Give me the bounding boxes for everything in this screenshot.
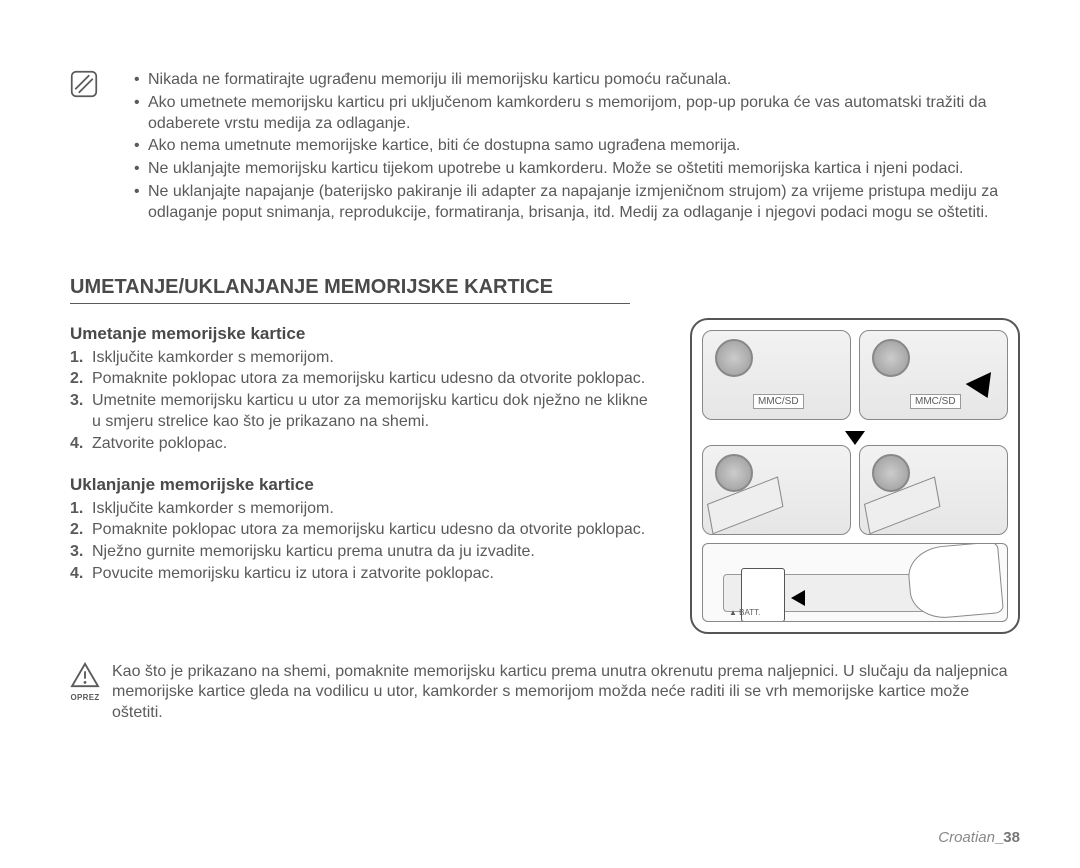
note-item: Ne uklanjajte memorijsku karticu tijekom… bbox=[134, 159, 1020, 180]
step-item: 2.Pomaknite poklopac utora za memorijsku… bbox=[92, 520, 660, 541]
camcorder-panel-1: MMC/SD bbox=[702, 330, 851, 420]
slot-label: MMC/SD bbox=[910, 394, 961, 409]
note-icon bbox=[70, 70, 98, 226]
diagram-box: MMC/SD MMC/SD bbox=[690, 318, 1020, 634]
camcorder-panel-3 bbox=[702, 445, 851, 535]
down-arrow-row bbox=[702, 428, 1008, 437]
remove-heading: Uklanjanje memorijske kartice bbox=[70, 475, 660, 495]
step-item: 3.Umetnite memorijsku karticu u utor za … bbox=[92, 391, 660, 433]
step-item: 4.Zatvorite poklopac. bbox=[92, 434, 660, 455]
note-item: Ne uklanjajte napajanje (baterijsko paki… bbox=[134, 182, 1020, 224]
note-item: Ako umetnete memorijsku karticu pri uklj… bbox=[134, 93, 1020, 135]
footer-language: Croatian bbox=[938, 829, 995, 846]
batt-label: ▲ BATT. bbox=[729, 608, 760, 617]
text-column: Umetanje memorijske kartice 1.Isključite… bbox=[70, 318, 660, 634]
slot-label: MMC/SD bbox=[753, 394, 804, 409]
caution-label: OPREZ bbox=[70, 693, 100, 702]
down-arrow-icon bbox=[845, 431, 865, 445]
camcorder-panel-2: MMC/SD bbox=[859, 330, 1008, 420]
step-item: 4.Povucite memorijsku karticu iz utora i… bbox=[92, 564, 660, 585]
step-item: 1.Isključite kamkorder s memorijom. bbox=[92, 348, 660, 369]
diagram-row-1: MMC/SD MMC/SD bbox=[702, 330, 1008, 420]
lens-icon bbox=[872, 454, 910, 492]
lens-icon bbox=[872, 339, 910, 377]
remove-steps: 1.Isključite kamkorder s memorijom. 2.Po… bbox=[70, 499, 660, 585]
note-list: Nikada ne formatirajte ugrađenu memoriju… bbox=[118, 70, 1020, 226]
note-item: Nikada ne formatirajte ugrađenu memoriju… bbox=[134, 70, 1020, 91]
footer-page-number: _38 bbox=[995, 829, 1020, 846]
hand-icon bbox=[906, 543, 1004, 621]
insert-arrow-icon bbox=[791, 590, 805, 606]
step-item: 2.Pomaknite poklopac utora za memorijsku… bbox=[92, 369, 660, 390]
note-item: Ako nema umetnute memorijske kartice, bi… bbox=[134, 136, 1020, 157]
page-footer: Croatian_38 bbox=[938, 829, 1020, 846]
diagram-row-2 bbox=[702, 445, 1008, 535]
card-insert-panel: ▲ BATT. bbox=[702, 543, 1008, 622]
lens-icon bbox=[715, 339, 753, 377]
document-page: Nikada ne formatirajte ugrađenu memoriju… bbox=[0, 0, 1080, 868]
note-block: Nikada ne formatirajte ugrađenu memoriju… bbox=[70, 70, 1020, 226]
lens-icon bbox=[715, 454, 753, 492]
step-item: 3.Nježno gurnite memorijsku karticu prem… bbox=[92, 542, 660, 563]
section-title: UMETANJE/UKLANJANJE MEMORIJSKE KARTICE bbox=[70, 276, 630, 304]
insert-heading: Umetanje memorijske kartice bbox=[70, 324, 660, 344]
caution-block: OPREZ Kao što je prikazano na shemi, pom… bbox=[70, 662, 1020, 724]
content-row: Umetanje memorijske kartice 1.Isključite… bbox=[70, 318, 1020, 634]
caution-text: Kao što je prikazano na shemi, pomaknite… bbox=[112, 662, 1020, 724]
step-item: 1.Isključite kamkorder s memorijom. bbox=[92, 499, 660, 520]
insert-steps: 1.Isključite kamkorder s memorijom. 2.Po… bbox=[70, 348, 660, 455]
caution-icon: OPREZ bbox=[70, 662, 100, 724]
slide-arrow-icon bbox=[966, 372, 1001, 404]
camcorder-panel-4 bbox=[859, 445, 1008, 535]
